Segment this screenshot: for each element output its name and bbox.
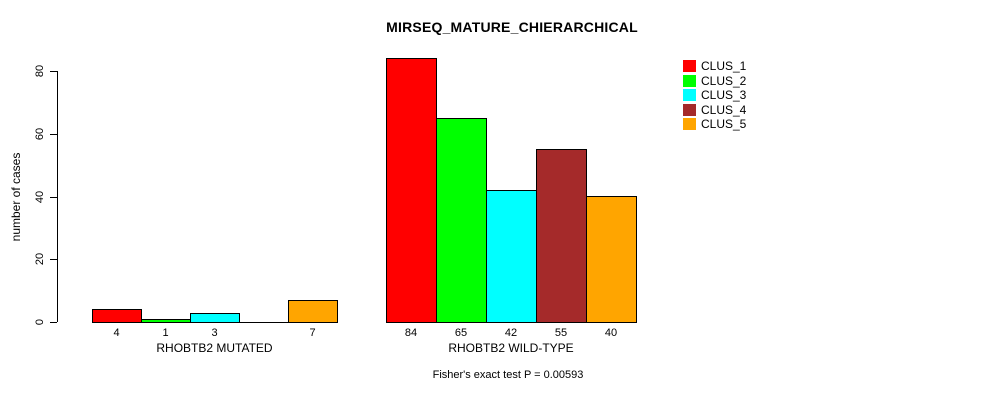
bar-value-label: 40	[604, 327, 618, 339]
bar	[288, 300, 338, 323]
y-axis-title: number of cases	[9, 152, 23, 242]
bar	[141, 319, 191, 323]
y-axis-tick-label: 80	[34, 64, 46, 78]
legend-label: CLUS_4	[701, 102, 747, 117]
bar-value-label: 1	[162, 327, 169, 339]
bar-value-label: 65	[454, 327, 468, 339]
y-axis-tick	[50, 71, 57, 72]
bar	[386, 58, 437, 323]
legend-item: CLUS_5	[683, 118, 746, 130]
group-label: RHOBTB2 WILD-TYPE	[448, 341, 574, 355]
legend-swatch-icon	[683, 103, 696, 116]
legend-item: CLUS_3	[683, 89, 746, 101]
legend-label: CLUS_2	[701, 73, 747, 88]
y-axis-tick-label: 60	[34, 127, 46, 141]
fisher-test-annotation: Fisher's exact test P = 0.00593	[432, 369, 584, 381]
bar	[536, 149, 587, 323]
bar	[190, 313, 240, 323]
chart-title: MIRSEQ_MATURE_CHIERARCHICAL	[386, 19, 638, 35]
legend-item: CLUS_4	[683, 102, 747, 117]
y-axis-tick-label: 40	[34, 190, 46, 204]
bar-value-label: 4	[113, 327, 120, 339]
bar	[92, 309, 142, 323]
bar-value-label: 55	[554, 327, 568, 339]
y-axis-line	[57, 71, 58, 322]
legend-swatch-icon	[683, 60, 696, 72]
legend-swatch-icon	[683, 89, 696, 101]
y-axis-tick	[50, 322, 57, 323]
bar	[436, 118, 487, 323]
legend-label: CLUS_1	[701, 59, 747, 73]
y-axis-tick	[50, 259, 57, 260]
y-axis-tick-label: 20	[34, 252, 46, 266]
bar-value-label: 7	[309, 327, 316, 339]
legend-item: CLUS_1	[683, 60, 746, 72]
legend-swatch-icon	[683, 74, 696, 87]
bar-value-label: 84	[404, 327, 418, 339]
y-axis-tick	[50, 197, 57, 198]
legend-label: CLUS_5	[701, 117, 747, 131]
group-label: RHOBTB2 MUTATED	[156, 341, 273, 355]
bar-value-label: 42	[504, 327, 518, 339]
y-axis-tick-label: 0	[34, 318, 46, 326]
bar	[586, 196, 637, 323]
bar	[486, 190, 537, 323]
bar-value-label: 3	[211, 327, 218, 339]
legend-item: CLUS_2	[683, 73, 747, 88]
y-axis-tick	[50, 134, 57, 135]
legend: CLUS_1 CLUS_2 CLUS_3 CLUS_4 CLUS_5	[683, 60, 746, 133]
legend-label: CLUS_3	[701, 88, 747, 102]
legend-swatch-icon	[683, 118, 696, 130]
